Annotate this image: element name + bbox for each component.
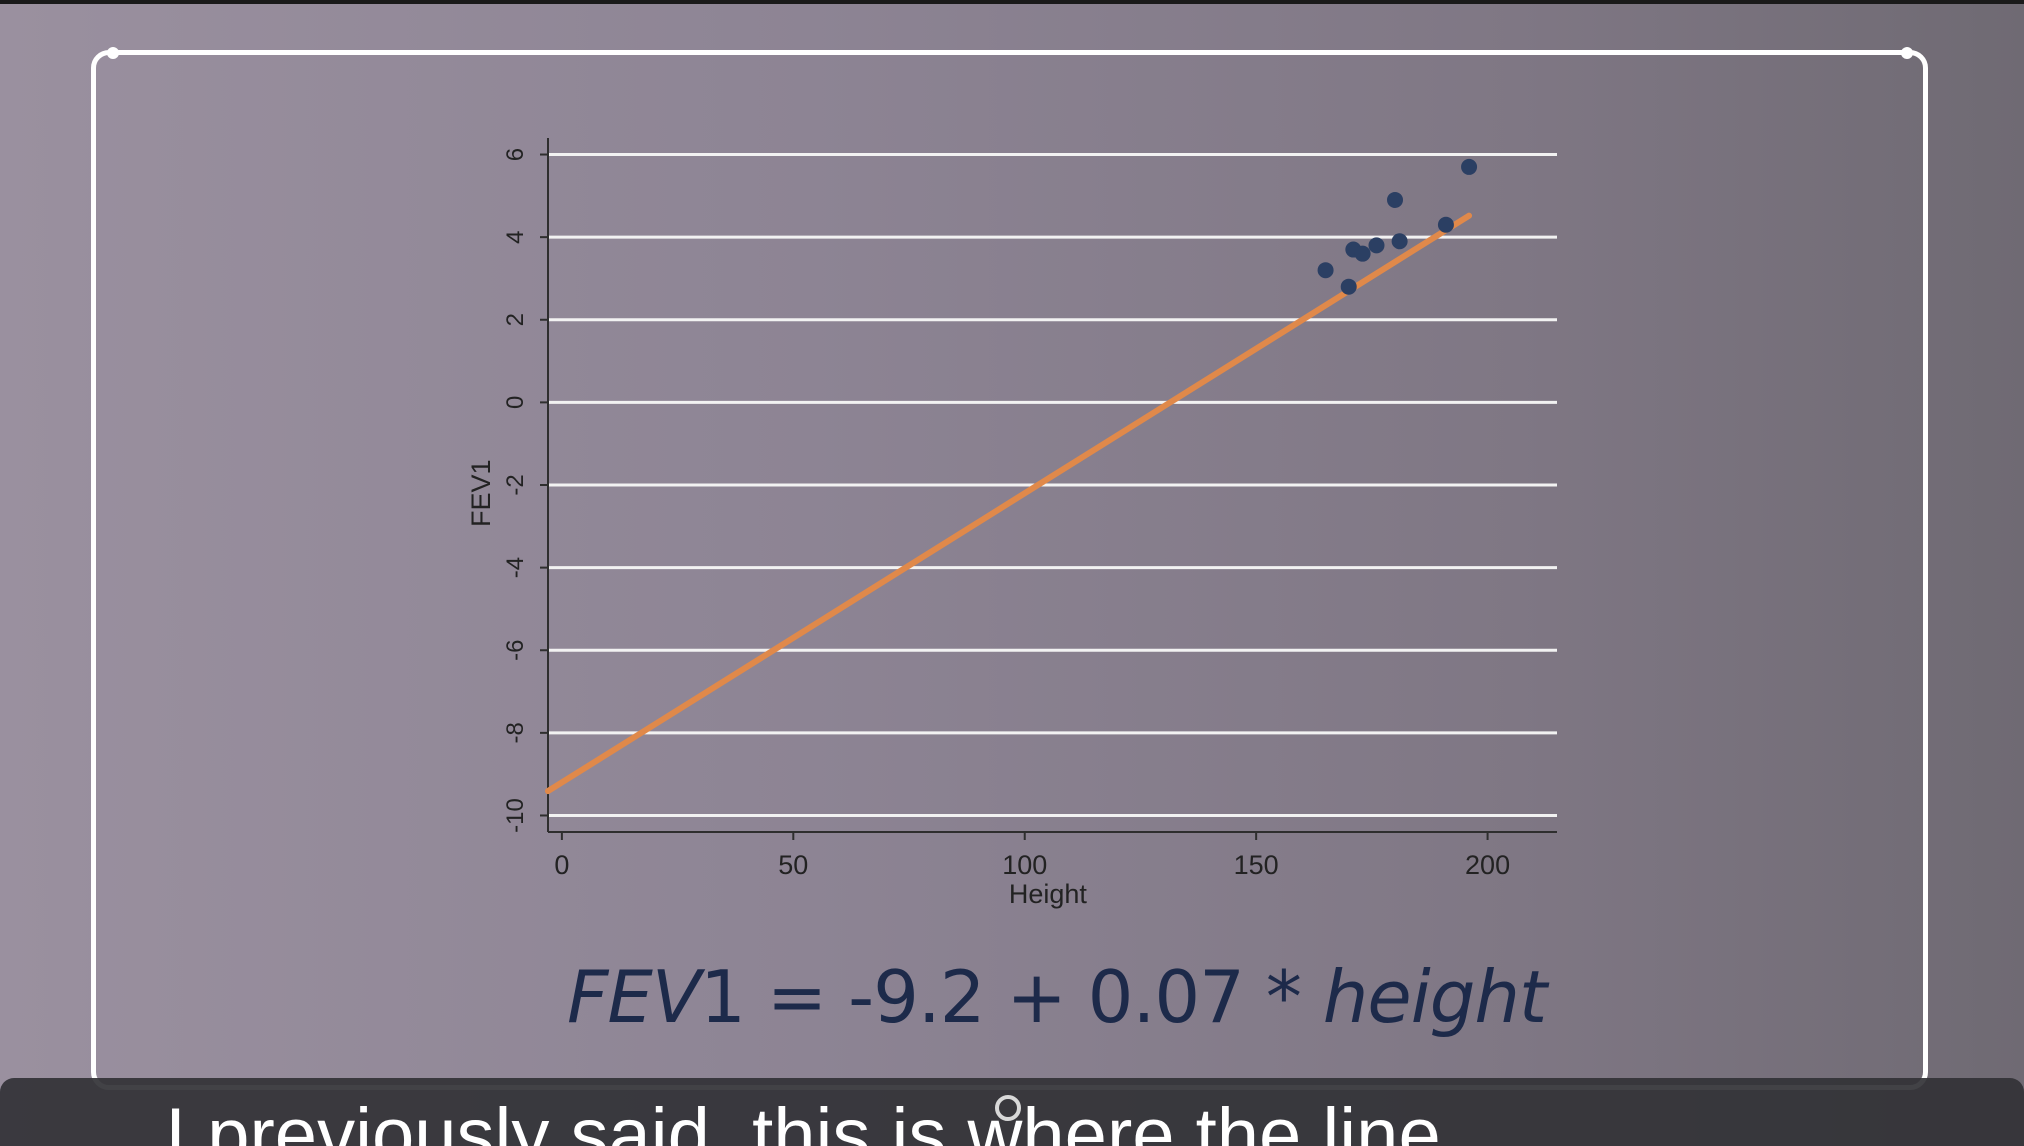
y-tick-label: 0 xyxy=(502,396,529,409)
y-tick-label: 6 xyxy=(502,148,529,161)
frame-corner-knob-left xyxy=(107,47,119,59)
data-point xyxy=(1340,278,1357,295)
data-point xyxy=(1354,245,1371,262)
frame-corner-knob-right xyxy=(1901,47,1913,59)
data-point xyxy=(1437,216,1454,233)
x-tick-label: 150 xyxy=(1234,850,1279,880)
y-tick-label: -4 xyxy=(502,557,529,578)
y-tick-label: -10 xyxy=(502,798,529,833)
x-tick-label: 50 xyxy=(778,850,808,880)
x-tick-label: 0 xyxy=(554,850,569,880)
regression-equation: FEV1 = -9.2 + 0.07 * height xyxy=(567,955,1547,1055)
equation-fev-label: FEV xyxy=(567,955,701,1039)
x-axis-title: Height xyxy=(1009,879,1088,909)
center-handle-icon[interactable] xyxy=(995,1095,1021,1121)
data-point xyxy=(1387,191,1404,208)
data-point xyxy=(1461,158,1478,175)
data-point xyxy=(1391,233,1408,250)
y-tick-label: -2 xyxy=(502,474,529,495)
x-tick-label: 200 xyxy=(1465,850,1510,880)
data-point xyxy=(1317,262,1334,279)
equation-height-word: height xyxy=(1322,955,1547,1039)
y-tick-label: -6 xyxy=(502,640,529,661)
x-tick-label: 100 xyxy=(1002,850,1047,880)
y-tick-label: -8 xyxy=(502,722,529,743)
y-tick-label: 2 xyxy=(502,313,529,326)
subtitle-text: I previously said, this is where the lin… xyxy=(165,1093,1441,1146)
equation-fev-subscript: 1 xyxy=(700,955,746,1039)
equation-operators: = -9.2 + 0.07 * xyxy=(744,955,1323,1039)
y-tick-label: 4 xyxy=(502,230,529,243)
y-axis-title: FEV1 xyxy=(466,459,496,527)
top-edge xyxy=(0,0,2024,4)
regression-line xyxy=(545,212,1473,795)
data-point xyxy=(1368,237,1385,254)
